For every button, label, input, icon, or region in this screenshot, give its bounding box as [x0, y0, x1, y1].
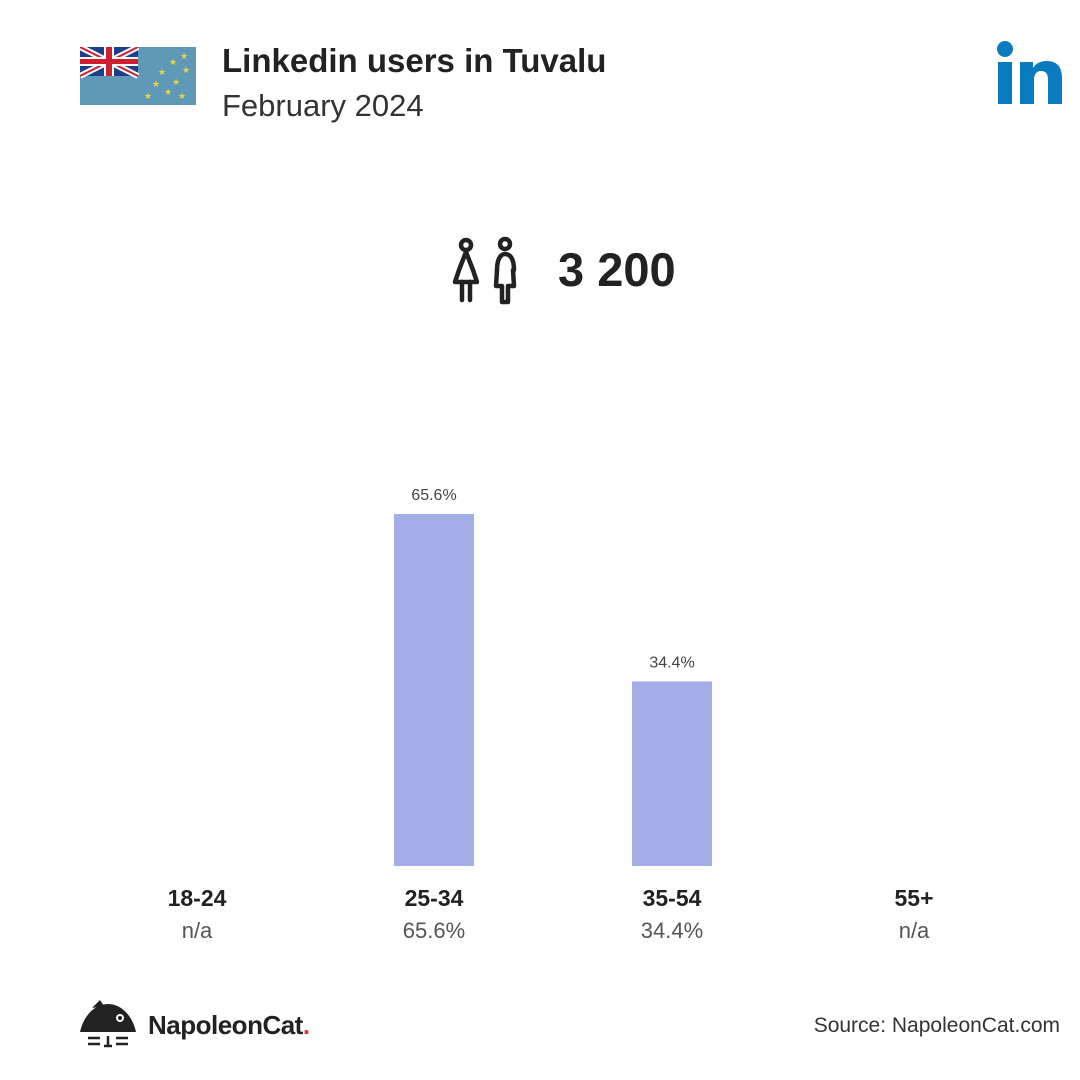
bar-value-label: 34.4%	[649, 654, 694, 671]
category-value: n/a	[182, 918, 213, 943]
bar-35-54	[632, 681, 712, 866]
people-icon	[452, 236, 517, 305]
svg-text:★: ★	[164, 88, 172, 98]
svg-text:★: ★	[172, 78, 180, 88]
svg-text:★: ★	[169, 58, 177, 68]
svg-text:★: ★	[178, 92, 186, 102]
category-value: 34.4%	[641, 918, 703, 943]
bar-value-label: 65.6%	[411, 487, 456, 504]
svg-text:★: ★	[158, 68, 166, 78]
source-text: Source: NapoleonCat.com	[813, 1014, 1060, 1037]
napoleoncat-cat-icon	[80, 1000, 136, 1048]
svg-text:★: ★	[144, 92, 152, 102]
category-label: 18-24	[168, 885, 227, 911]
total-users: 3 200	[452, 234, 752, 306]
svg-text:★: ★	[180, 52, 188, 62]
category-value: 65.6%	[403, 918, 465, 943]
napoleoncat-logo: NapoleonCat.	[78, 998, 338, 1054]
tuvalu-flag-icon: ★ ★ ★ ★ ★ ★ ★ ★ ★	[80, 47, 196, 105]
category-label: 55+	[894, 885, 933, 911]
linkedin-logo-icon	[997, 41, 1062, 104]
category-value: n/a	[899, 918, 930, 943]
total-users-value: 3 200	[558, 243, 676, 296]
bar-25-34	[394, 514, 474, 866]
brand-name-text: NapoleonCat	[148, 1010, 303, 1040]
brand-dot: .	[302, 1010, 310, 1040]
category-label: 35-54	[643, 885, 702, 911]
category-label: 25-34	[405, 885, 464, 911]
svg-text:★: ★	[182, 66, 190, 76]
brand-name: NapoleonCat.	[148, 1010, 310, 1041]
page-subtitle: February 2024	[222, 88, 424, 123]
page-title: Linkedin users in Tuvalu	[222, 42, 607, 79]
svg-text:★: ★	[152, 80, 160, 90]
